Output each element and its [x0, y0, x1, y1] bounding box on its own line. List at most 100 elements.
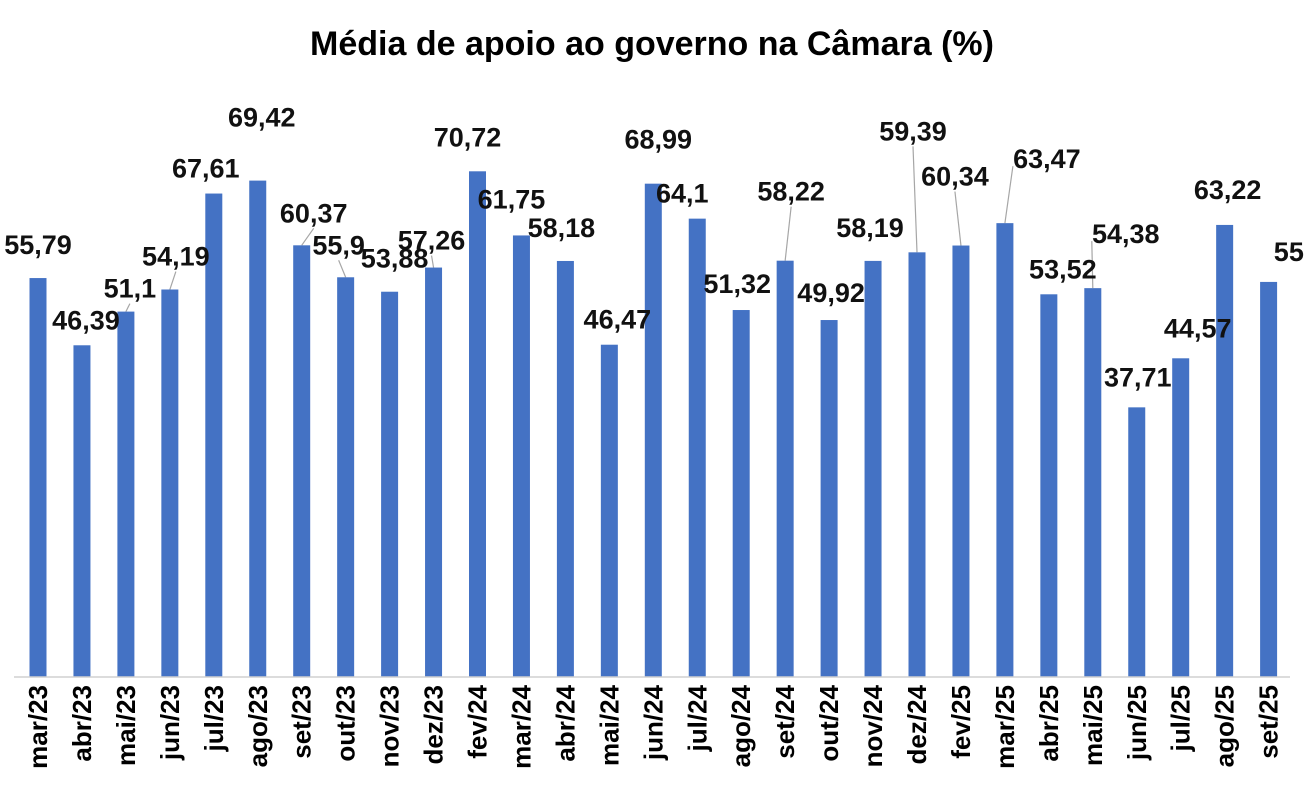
x-tick-mar/24: mar/24 [506, 684, 536, 768]
data-label-mai/23: 51,1 [104, 274, 157, 304]
data-label-nov/24: 58,19 [836, 213, 904, 243]
x-tick-fev/25: fev/25 [946, 685, 976, 759]
data-label-dez/23: 57,26 [398, 226, 466, 256]
data-label-mar/25: 63,47 [1013, 144, 1081, 174]
bar-jun/24 [644, 183, 662, 677]
x-tick-abr/25: abr/25 [1034, 685, 1064, 762]
x-tick-jul/24: jul/24 [682, 684, 712, 752]
data-label-fev/24: 70,72 [434, 122, 502, 152]
x-tick-dez/24: dez/24 [902, 684, 932, 764]
bar-abr/23 [73, 345, 91, 677]
x-tick-nov/24: nov/24 [858, 684, 888, 767]
data-label-jun/23: 54,19 [142, 242, 210, 272]
bar-jun/25 [1128, 407, 1146, 677]
leader-line-jun/23 [169, 271, 177, 290]
x-tick-ago/23: ago/23 [243, 685, 273, 767]
x-tick-set/25: set/25 [1254, 685, 1284, 759]
data-label-set/24: 58,22 [757, 177, 825, 207]
data-label-ago/25: 63,22 [1194, 175, 1262, 205]
x-tick-jun/24: jun/24 [638, 684, 668, 761]
x-tick-out/24: out/24 [814, 684, 844, 761]
leader-line-mai/23 [125, 303, 131, 312]
bar-nov/24 [864, 260, 882, 677]
x-tick-dez/23: dez/23 [419, 685, 449, 765]
bar-set/23 [293, 245, 311, 677]
x-tick-jul/25: jul/25 [1166, 685, 1196, 752]
bar-mai/24 [600, 344, 618, 677]
data-label-mai/25: 54,38 [1092, 219, 1160, 249]
data-label-out/24: 49,92 [797, 278, 865, 308]
data-label-jul/23: 67,61 [172, 154, 240, 184]
x-tick-abr/24: abr/24 [550, 684, 580, 761]
x-tick-ago/25: ago/25 [1210, 685, 1240, 767]
data-label-abr/24: 58,18 [528, 213, 596, 243]
leader-line-out/23 [338, 260, 347, 278]
leader-line-dez/24 [912, 146, 918, 253]
data-label-jun/24: 68,99 [625, 125, 693, 155]
bar-jul/24 [688, 218, 706, 677]
leader-line-mai/25 [1091, 241, 1094, 289]
bar-abr/24 [556, 260, 574, 677]
leader-lines [125, 146, 1094, 312]
data-label-abr/25: 53,52 [1029, 254, 1097, 284]
bar-dez/24 [908, 252, 926, 678]
leader-line-dez/23 [430, 255, 435, 268]
x-tick-mai/24: mai/24 [594, 684, 624, 765]
x-tick-mar/23: mar/23 [23, 685, 53, 769]
bar-mar/25 [996, 223, 1014, 677]
x-tick-nov/23: nov/23 [375, 685, 405, 767]
bar-out/23 [337, 277, 355, 677]
x-tick-labels-group: mar/23 abr/23 mai/23 jun/23 jul/23 ago/23 set/… [23, 684, 1284, 768]
bar-ago/24 [732, 310, 750, 677]
x-tick-mai/23: mai/23 [111, 685, 141, 766]
bar-abr/25 [1040, 294, 1058, 677]
chart-title: Média de apoio ao governo na Câmara (%) [310, 25, 994, 63]
bar-mar/23 [29, 278, 47, 677]
bar-nov/23 [381, 291, 399, 677]
bar-mai/23 [117, 311, 135, 677]
bar-fev/24 [469, 171, 486, 677]
data-label-fev/25: 60,34 [921, 162, 989, 192]
bars-group [29, 171, 1278, 678]
bar-ago/25 [1216, 224, 1234, 677]
x-tick-fev/24: fev/24 [463, 684, 493, 758]
bar-ago/23 [249, 180, 267, 677]
bar-mai/25 [1084, 288, 1102, 677]
data-label-nov/23: 53,88 [361, 244, 429, 274]
data-label-out/23: 55,9 [312, 230, 365, 260]
x-tick-mai/25: mai/25 [1078, 685, 1108, 766]
bar-jul/25 [1172, 358, 1190, 677]
x-tick-jun/25: jun/25 [1122, 685, 1152, 761]
data-labels-group: 55,7946,3951,154,1967,6169,4260,3755,953… [4, 103, 1304, 393]
data-label-jun/25: 37,71 [1104, 362, 1172, 392]
bar-jun/23 [161, 289, 179, 677]
bar-out/24 [820, 320, 838, 677]
bar-jul/23 [205, 193, 223, 678]
bar-dez/23 [425, 267, 443, 677]
data-label-jul/24: 64,1 [656, 179, 709, 209]
bar-mar/24 [512, 235, 530, 678]
x-tick-out/23: out/23 [331, 685, 361, 762]
x-tick-set/24: set/24 [770, 684, 800, 758]
bar-set/24 [776, 260, 794, 677]
leader-line-fev/25 [954, 191, 962, 246]
x-tick-abr/23: abr/23 [67, 685, 97, 762]
x-tick-jun/23: jun/23 [155, 685, 185, 761]
leader-line-set/23 [301, 227, 315, 246]
leader-line-mar/25 [1004, 166, 1014, 224]
data-label-dez/24: 59,39 [879, 116, 947, 146]
data-label-jul/25: 44,57 [1164, 313, 1232, 343]
x-tick-ago/24: ago/24 [726, 684, 756, 767]
data-label-ago/23: 69,42 [228, 103, 296, 133]
data-label-mar/23: 55,79 [4, 230, 72, 260]
bar-set/25 [1260, 281, 1278, 677]
leader-line-set/24 [784, 206, 792, 261]
data-label-abr/23: 46,39 [52, 305, 120, 335]
data-label-set/25: 55,25 [1274, 237, 1304, 267]
x-tick-jul/23: jul/23 [199, 685, 229, 752]
data-label-mai/24: 46,47 [584, 305, 652, 335]
x-tick-set/23: set/23 [287, 685, 317, 759]
bar-fev/25 [952, 245, 970, 678]
data-label-mar/24: 61,75 [478, 184, 546, 214]
